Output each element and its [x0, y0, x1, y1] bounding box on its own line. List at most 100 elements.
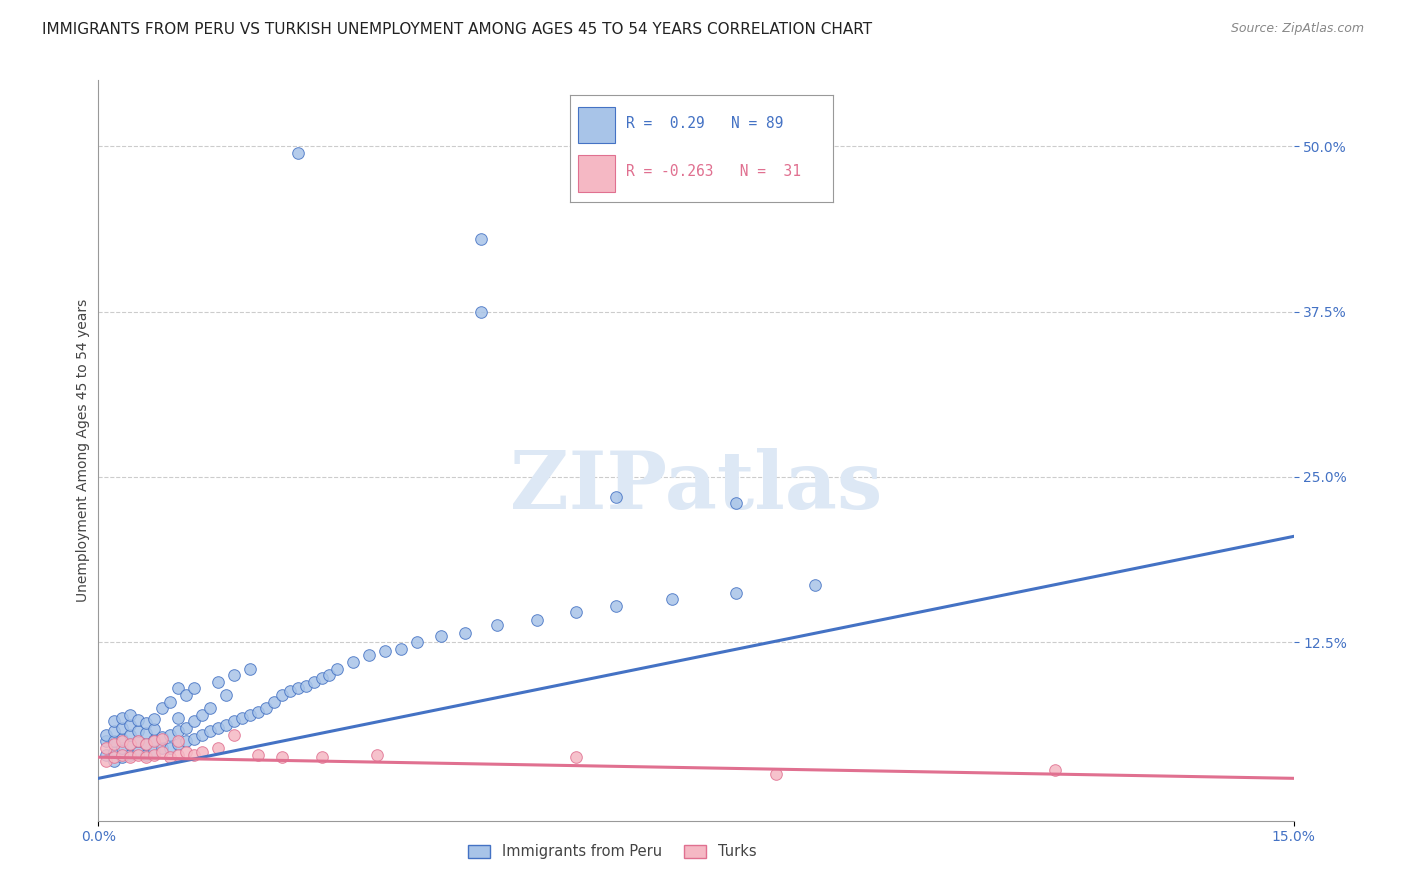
Point: [135, 726, 157, 740]
Point: [143, 734, 166, 748]
Point: [120, 750, 142, 764]
Point: [605, 599, 627, 614]
Point: [239, 707, 262, 722]
Point: [127, 713, 149, 727]
Point: [724, 496, 747, 510]
Point: [96, 747, 118, 762]
Point: [103, 734, 125, 748]
Point: [111, 731, 134, 746]
Point: [326, 662, 349, 676]
Point: [127, 734, 149, 748]
Point: [120, 728, 142, 742]
Point: [103, 745, 125, 759]
Point: [111, 734, 134, 748]
Point: [374, 644, 396, 658]
Point: [143, 712, 166, 726]
Point: [605, 490, 627, 504]
Point: [222, 728, 245, 742]
Point: [174, 745, 197, 759]
Point: [143, 723, 166, 737]
Point: [804, 578, 827, 592]
Point: [565, 605, 588, 619]
Point: [143, 747, 166, 762]
Point: [311, 750, 333, 764]
Point: [294, 679, 316, 693]
Point: [191, 745, 214, 759]
Point: [111, 747, 134, 762]
Point: [167, 723, 190, 738]
Point: [526, 613, 548, 627]
Point: [183, 681, 205, 696]
Point: [159, 728, 181, 742]
Point: [278, 684, 301, 698]
Point: [111, 750, 134, 764]
Point: [198, 701, 221, 715]
Point: [111, 721, 134, 735]
Point: [222, 714, 245, 729]
Point: [167, 737, 190, 751]
Point: [246, 705, 269, 719]
Point: [159, 750, 181, 764]
Point: [150, 731, 173, 746]
Point: [103, 754, 125, 768]
Point: [661, 591, 683, 606]
Point: [120, 737, 142, 751]
Point: [120, 747, 142, 762]
Point: [135, 747, 157, 762]
Point: [174, 721, 197, 735]
Point: [430, 629, 453, 643]
Point: [366, 747, 388, 762]
Y-axis label: Unemployment Among Ages 45 to 54 years: Unemployment Among Ages 45 to 54 years: [76, 299, 90, 602]
Point: [120, 718, 142, 732]
Point: [222, 668, 245, 682]
Point: [342, 655, 364, 669]
Point: [135, 737, 157, 751]
Point: [96, 740, 118, 755]
Point: [120, 737, 142, 751]
Point: [103, 737, 125, 751]
Point: [111, 740, 134, 755]
Point: [191, 707, 214, 722]
Point: [127, 734, 149, 748]
Point: [287, 681, 309, 696]
Point: [239, 662, 262, 676]
Point: [167, 710, 190, 724]
Point: [724, 586, 747, 600]
Point: [454, 626, 477, 640]
Point: [270, 688, 292, 702]
Point: [207, 674, 229, 689]
Text: IMMIGRANTS FROM PERU VS TURKISH UNEMPLOYMENT AMONG AGES 45 TO 54 YEARS CORRELATI: IMMIGRANTS FROM PERU VS TURKISH UNEMPLOY…: [42, 22, 872, 37]
Point: [150, 701, 173, 715]
Point: [120, 707, 142, 722]
Point: [183, 714, 205, 729]
Point: [127, 723, 149, 738]
Point: [174, 734, 197, 748]
Point: [150, 740, 173, 755]
Point: [103, 750, 125, 764]
Point: [198, 723, 221, 738]
Text: ZIPatlas: ZIPatlas: [510, 449, 882, 526]
Point: [127, 745, 149, 759]
Point: [311, 671, 333, 685]
Point: [254, 701, 277, 715]
Point: [302, 674, 325, 689]
Point: [359, 648, 381, 663]
Point: [127, 747, 149, 762]
Point: [215, 688, 238, 702]
Point: [96, 734, 118, 748]
Point: [207, 721, 229, 735]
Point: [183, 747, 205, 762]
Point: [167, 747, 190, 762]
Point: [111, 710, 134, 724]
Point: [485, 618, 508, 632]
Point: [765, 767, 787, 781]
Point: [183, 731, 205, 746]
Point: [135, 750, 157, 764]
Point: [150, 731, 173, 745]
Point: [470, 232, 492, 246]
Point: [191, 728, 214, 742]
Point: [287, 146, 309, 161]
Legend: Immigrants from Peru, Turks: Immigrants from Peru, Turks: [463, 838, 762, 865]
Point: [135, 715, 157, 730]
Point: [96, 754, 118, 768]
